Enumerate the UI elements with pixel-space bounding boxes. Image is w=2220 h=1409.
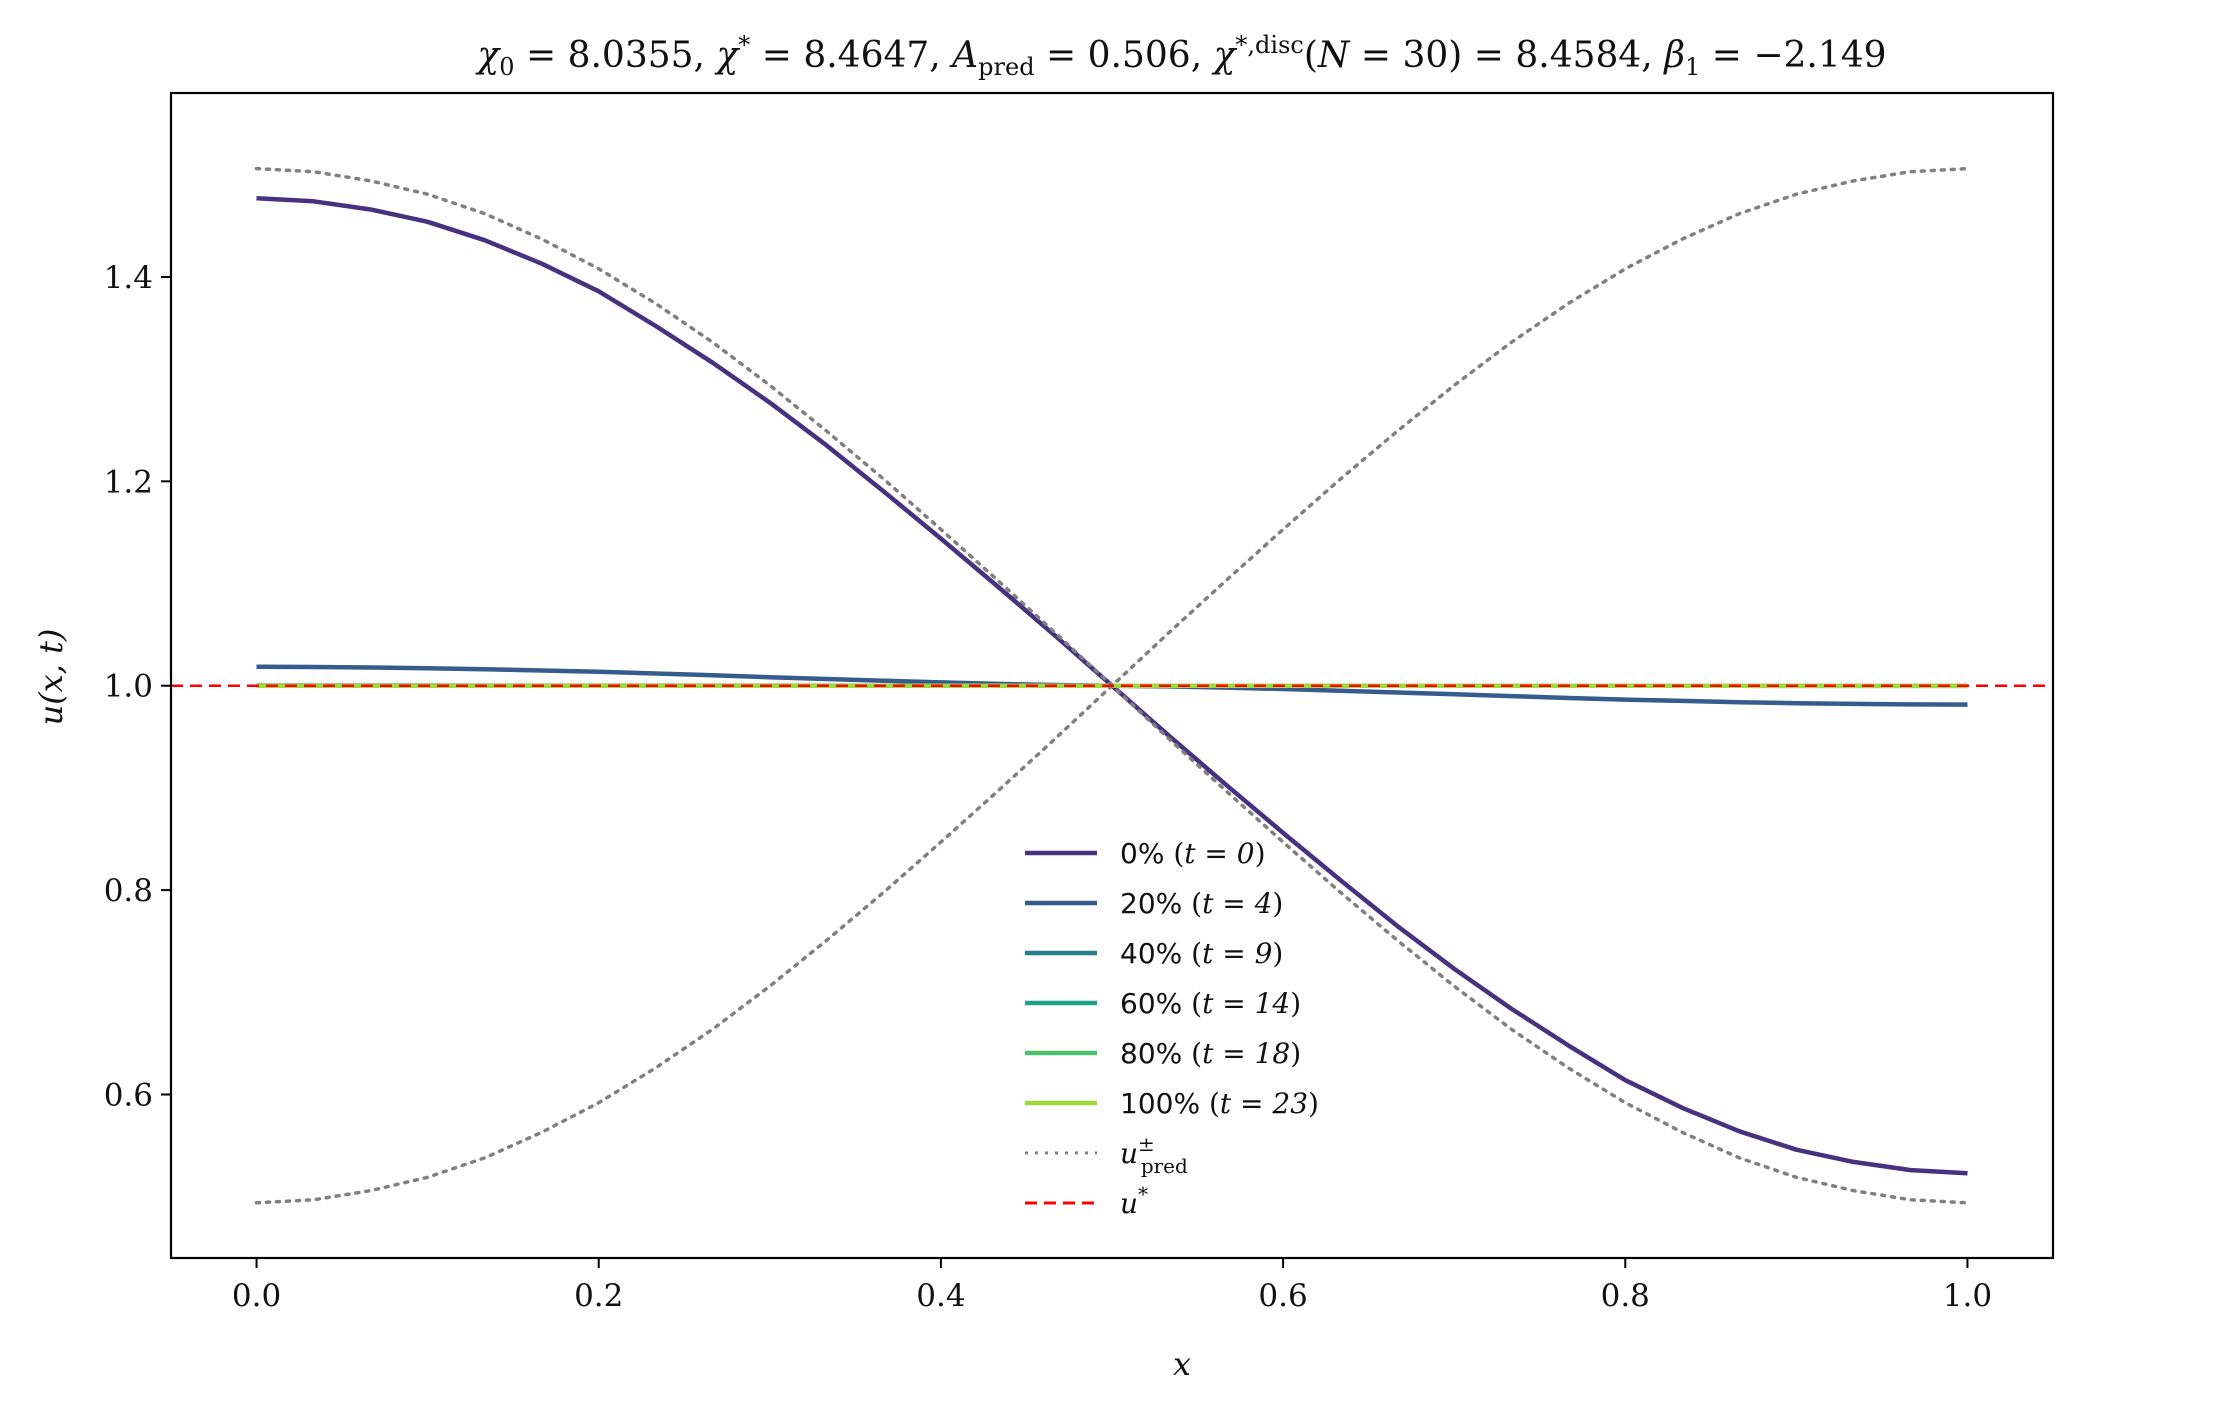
legend-label-6: u± pred [1120,1132,1188,1178]
y-axis: 0.6 0.8 1.0 1.2 1.4 [104,260,171,1113]
legend-label-1: 20% (t = 4) [1120,887,1283,920]
chart-title: χ0 = 8.0355, χ* = 8.4647, Apred = 0.506,… [474,31,1886,81]
legend: 0% (t = 0) 20% (t = 4) 40% (t = 9) 60% (t =… [1025,837,1319,1220]
legend-label-7: u* [1120,1182,1148,1220]
y-axis-label: u(x, t) [32,629,70,726]
x-axis: 0.0 0.2 0.4 0.6 0.8 1.0 [232,1258,1992,1314]
x-tick-label: 0.8 [1601,1278,1650,1314]
legend-label-5: 100% (t = 23) [1120,1087,1319,1120]
legend-label-0: 0% (t = 0) [1120,837,1266,870]
y-tick-label: 1.4 [104,260,153,296]
legend-label-3: 60% (t = 14) [1120,987,1301,1020]
y-tick-label: 0.8 [104,873,153,909]
x-tick-label: 0.4 [916,1278,965,1314]
plot-frame [169,91,2055,1260]
x-tick-label: 1.0 [1943,1278,1992,1314]
x-tick-label: 0.2 [574,1278,623,1314]
y-tick-label: 0.6 [104,1077,153,1113]
y-tick-label: 1.0 [104,669,153,705]
x-tick-label: 0.0 [232,1278,281,1314]
legend-label-4: 80% (t = 18) [1120,1037,1301,1070]
x-tick-label: 0.6 [1258,1278,1307,1314]
legend-label-2: 40% (t = 9) [1120,937,1283,970]
y-tick-label: 1.2 [104,464,153,500]
x-axis-label: x [1173,1345,1191,1383]
